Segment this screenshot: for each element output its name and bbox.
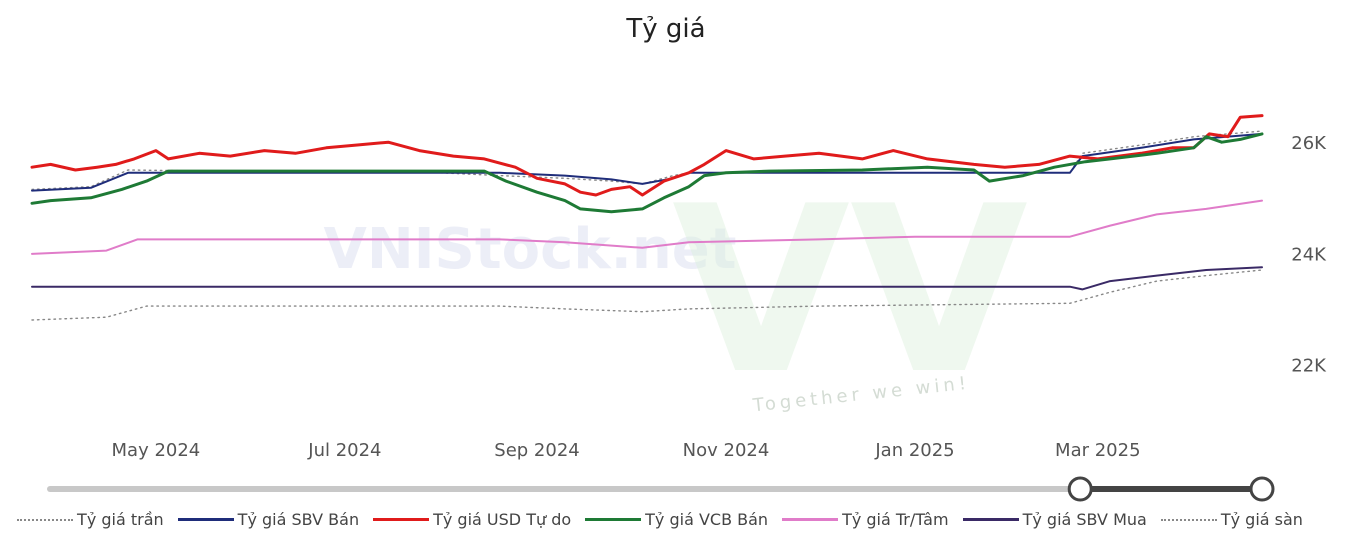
- legend-label-4: Tỷ giá Tr/Tâm: [842, 510, 949, 529]
- x-tick-label-3: Nov 2024: [683, 440, 770, 461]
- series-line-4: [31, 199, 1263, 255]
- legend-label-0: Tỷ giá trần: [77, 510, 164, 529]
- y-tick-label-0: 22K: [1291, 355, 1327, 376]
- series-line-1: [31, 132, 1263, 192]
- legend-label-1: Tỷ giá SBV Bán: [237, 510, 360, 529]
- range-slider[interactable]: [47, 476, 1275, 502]
- chart-title: Tỷ giá: [626, 14, 706, 44]
- legend: Tỷ giá trần Tỷ giá SBV Bán Tỷ giá USD Tự d…: [0, 510, 1320, 529]
- legend-swatch-1: [177, 518, 234, 521]
- legend-item-2[interactable]: Tỷ giá USD Tự do: [373, 510, 571, 529]
- y-tick-label-1: 24K: [1291, 244, 1327, 265]
- legend-label-5: Tỷ giá SBV Mua: [1022, 510, 1147, 529]
- series-line-5: [31, 266, 1263, 291]
- slider-start-handle[interactable]: [1067, 476, 1093, 502]
- legend-item-5[interactable]: Tỷ giá SBV Mua: [962, 510, 1147, 529]
- watermark-text: VNIStock.net: [324, 217, 737, 282]
- legend-swatch-0: [17, 518, 74, 521]
- series-line-0: [31, 130, 1263, 191]
- y-axis: 22K 24K 26K: [1291, 133, 1327, 376]
- x-tick-label-4: Jan 2025: [874, 440, 954, 461]
- y-tick-label-2: 26K: [1291, 133, 1327, 154]
- x-tick-label-5: Mar 2025: [1055, 440, 1141, 461]
- legend-swatch-4: [782, 518, 839, 521]
- watermark-logo: VV: [672, 158, 1028, 425]
- series-line-6: [31, 269, 1263, 321]
- legend-label-6: Tỷ giá sàn: [1220, 510, 1303, 529]
- x-tick-label-1: Jul 2024: [307, 440, 381, 461]
- legend-label-2: Tỷ giá USD Tự do: [433, 510, 572, 529]
- legend-item-4[interactable]: Tỷ giá Tr/Tâm: [782, 510, 949, 529]
- x-tick-label-0: May 2024: [112, 440, 201, 461]
- legend-swatch-5: [962, 518, 1019, 521]
- slider-end-handle[interactable]: [1249, 476, 1275, 502]
- series-line-2: [30, 114, 1264, 197]
- legend-item-6[interactable]: Tỷ giá sàn: [1160, 510, 1303, 529]
- legend-item-1[interactable]: Tỷ giá SBV Bán: [177, 510, 360, 529]
- legend-item-0[interactable]: Tỷ giá trần: [17, 510, 164, 529]
- series-layer: [30, 114, 1264, 321]
- legend-swatch-3: [585, 518, 642, 521]
- legend-label-3: Tỷ giá VCB Bán: [645, 510, 769, 529]
- legend-item-3[interactable]: Tỷ giá VCB Bán: [585, 510, 768, 529]
- x-axis: May 2024 Jul 2024 Sep 2024 Nov 2024 Jan 2025…: [112, 440, 1141, 461]
- legend-swatch-2: [373, 518, 430, 521]
- legend-swatch-6: [1160, 518, 1217, 521]
- x-tick-label-2: Sep 2024: [494, 440, 579, 461]
- series-line-3: [30, 132, 1264, 214]
